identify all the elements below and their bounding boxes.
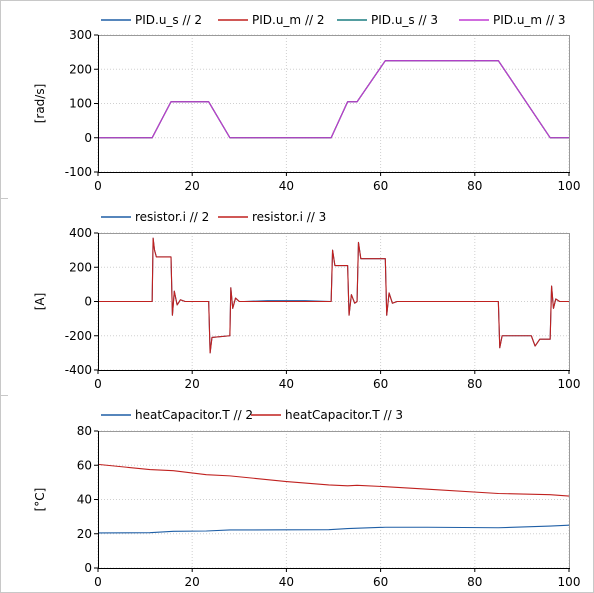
y-tick-label: 20: [77, 527, 92, 541]
x-tick-label: 100: [558, 377, 581, 391]
x-tick-label: 80: [467, 377, 482, 391]
series-line-pid-u-s-2: [98, 60, 569, 139]
y-tick-label: -200: [65, 329, 92, 343]
speed-plot-panel[interactable]: 0 20 40 60 80 100-1000100200300[rad/s]PID.u_s…: [33, 13, 580, 193]
x-tick-label: 80: [467, 575, 482, 589]
y-tick-label: 80: [77, 424, 92, 438]
y-tick-label: 300: [69, 28, 92, 42]
series-line-resistor-i-3: [98, 237, 569, 354]
x-tick-label: 60: [373, 179, 388, 193]
speed-y-axis-label: [rad/s]: [33, 84, 47, 124]
legend-label-heatcapacitor-t-3: heatCapacitor.T // 3: [285, 408, 403, 422]
legend-label-pid-u-s-2: PID.u_s // 2: [135, 13, 202, 27]
series-line-pid-u-s-3: [98, 60, 569, 139]
x-tick-label: 100: [558, 575, 581, 589]
legend-label-heatcapacitor-t-2: heatCapacitor.T // 2: [135, 408, 253, 422]
y-tick-label: 0: [84, 295, 92, 309]
x-tick-label: 60: [373, 377, 388, 391]
legend-label-resistor-i-3: resistor.i // 3: [252, 210, 326, 224]
series-line-pid-u-m-2: [98, 60, 569, 139]
window-edge-marker: [0, 395, 8, 396]
x-tick-label: 20: [185, 575, 200, 589]
series-line-pid-u-m-3: [98, 60, 569, 139]
y-tick-label: 200: [69, 260, 92, 274]
legend-label-pid-u-m-2: PID.u_m // 2: [252, 13, 324, 27]
y-tick-label: -100: [65, 165, 92, 179]
y-tick-label: 60: [77, 458, 92, 472]
window-edge-marker: [0, 198, 8, 199]
y-tick-label: -400: [65, 363, 92, 377]
x-tick-label: 60: [373, 575, 388, 589]
legend-label-resistor-i-2: resistor.i // 2: [135, 210, 209, 224]
temperature-plot-panel[interactable]: 0 20 40 60 80 100 0 20 40 60 80 [°C] heatCapacitor.T…: [33, 408, 580, 589]
y-tick-label: 0: [84, 131, 92, 145]
y-tick-label: 100: [69, 97, 92, 111]
x-tick-label: 20: [185, 179, 200, 193]
series-line-heatcapacitor-t-3: [97, 463, 570, 497]
temperature-y-axis-label: [°C]: [33, 488, 47, 512]
series-line-heatcapacitor-t-2: [97, 524, 570, 534]
x-tick-label: 80: [467, 179, 482, 193]
current-plot-panel[interactable]: 0 20 40 60 80 100 -400 -200 0 200 400 [A] resistor.i…: [33, 210, 580, 391]
y-tick-label: 40: [77, 493, 92, 507]
legend-label-pid-u-s-3: PID.u_s // 3: [371, 13, 438, 27]
y-tick-label: 400: [69, 226, 92, 240]
x-tick-label: 40: [279, 377, 294, 391]
y-tick-label: 200: [69, 62, 92, 76]
x-tick-label: 0: [94, 377, 102, 391]
x-tick-label: 20: [185, 377, 200, 391]
x-tick-label: 40: [279, 179, 294, 193]
plot-frame: [98, 35, 570, 173]
x-tick-label: 100: [558, 179, 581, 193]
y-tick-label: 0: [84, 561, 92, 575]
legend-label-pid-u-m-3: PID.u_m // 3: [493, 13, 565, 27]
current-y-axis-label: [A]: [33, 293, 47, 311]
x-tick-label: 0: [94, 179, 102, 193]
x-tick-label: 40: [279, 575, 294, 589]
plot-frame: [98, 431, 570, 569]
x-tick-label: 0: [94, 575, 102, 589]
